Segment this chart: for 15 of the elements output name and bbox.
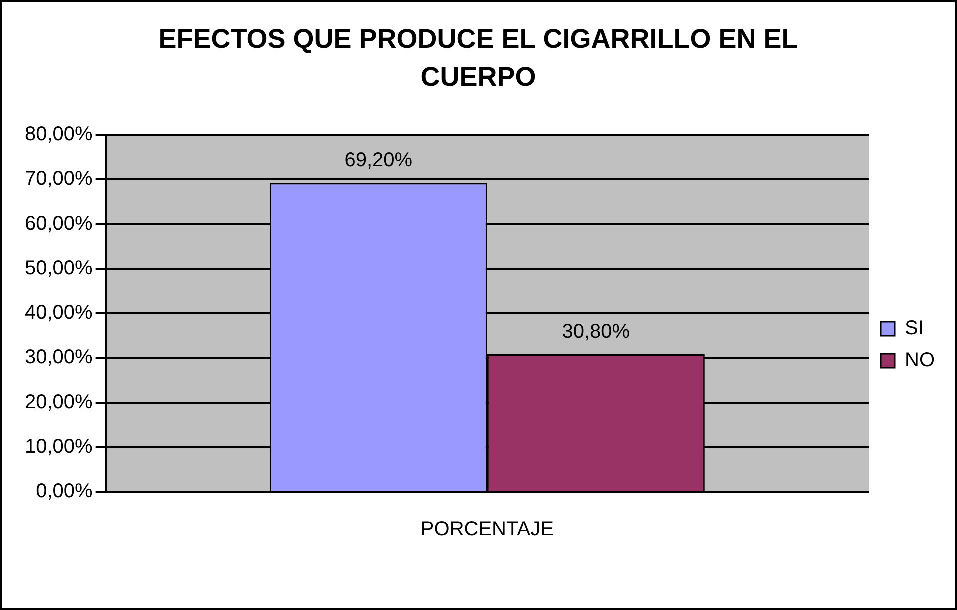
y-tick-label: 60,00% — [24, 212, 94, 235]
legend-label: SI — [905, 318, 924, 340]
data-label: 30,80% — [562, 321, 630, 344]
data-label: 69,20% — [344, 150, 413, 172]
y-tick-label: 20,00% — [24, 391, 94, 414]
x-tick-label: PORCENTAJE — [420, 518, 554, 541]
y-tick-label: 80,00% — [24, 124, 94, 146]
y-tick-label: 0,00% — [36, 480, 94, 503]
y-tick-label: 50,00% — [24, 257, 94, 280]
legend-label: NO — [905, 350, 935, 372]
y-tick-label: 70,00% — [24, 168, 94, 190]
chart-title: EFECTOS QUE PRODUCE EL CIGARRILLO EN EL CUERPO — [158, 23, 800, 94]
y-tick-label: 30,00% — [24, 346, 94, 369]
y-tick-label: 40,00% — [24, 302, 94, 324]
y-tick-label: 10,00% — [24, 436, 94, 458]
